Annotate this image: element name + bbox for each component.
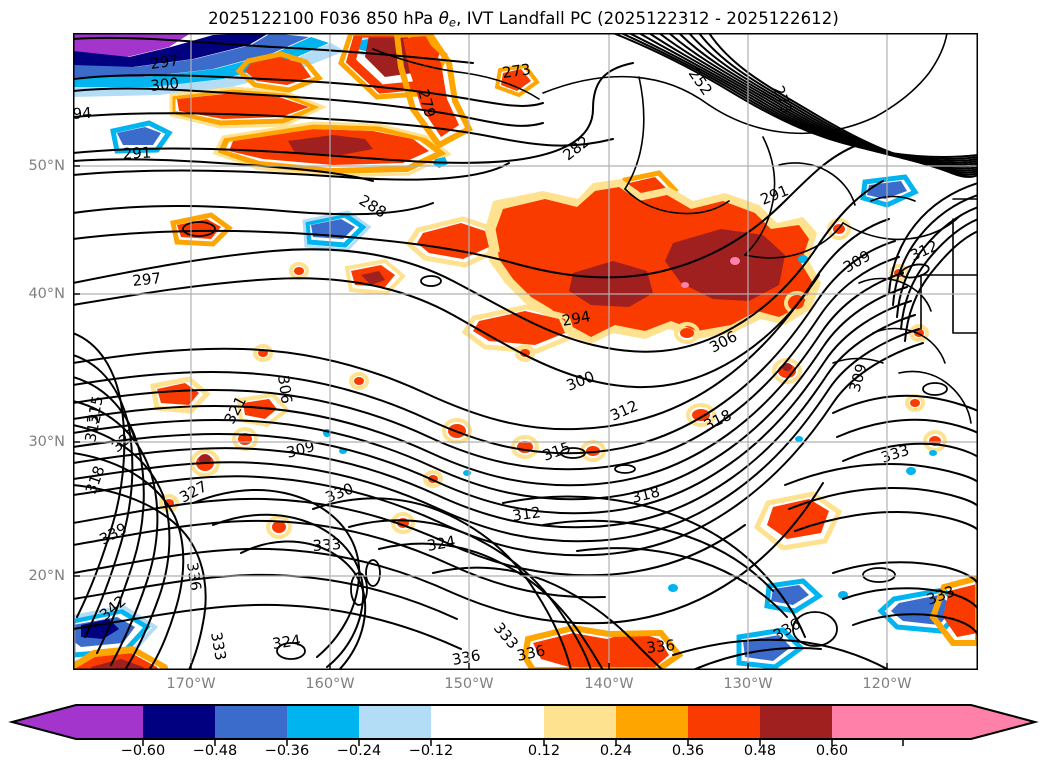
colorbar-seg-1 [143, 705, 215, 739]
colorbar-seg-4 [359, 705, 431, 739]
colorbar-seg-11 [903, 705, 971, 739]
xtick-label-170w: 170°W [166, 676, 216, 692]
svg-text:324: 324 [271, 631, 302, 653]
title-theta-symbol: θ [438, 9, 449, 28]
svg-text:312: 312 [81, 412, 105, 444]
xtick-label-120w: 120°W [862, 676, 912, 692]
colorbar-seg-7 [616, 705, 688, 739]
svg-text:333: 333 [312, 535, 342, 555]
svg-text:312: 312 [511, 503, 542, 525]
svg-text:294: 294 [561, 307, 592, 330]
xtick-label-130w: 130°W [723, 676, 773, 692]
title-theta-subscript: e [448, 15, 457, 30]
cbar-tick-label-0: −0.60 [120, 743, 166, 759]
svg-text:94: 94 [73, 104, 92, 123]
map-gridlines [73, 33, 978, 670]
xtick-label-150w: 150°W [444, 676, 494, 692]
svg-text:297: 297 [132, 269, 162, 290]
colorbar-seg-9 [760, 705, 832, 739]
colorbar-seg-5 [431, 705, 544, 739]
colorbar-seg-0 [76, 705, 143, 739]
title-part-suffix: , IVT Landfall PC (2025122312 - 20251226… [456, 9, 839, 28]
svg-text:324: 324 [426, 532, 457, 555]
xtick-label-160w: 160°W [305, 676, 355, 692]
svg-text:315: 315 [83, 394, 107, 426]
colorbar[interactable]: −0.60 −0.48 −0.36 −0.24 −0.12 0.12 0.24 … [0, 700, 1047, 767]
cbar-tick-label-4: −0.12 [408, 743, 454, 759]
map-frame-border [73, 33, 978, 670]
cbar-tick-label-2: −0.36 [264, 743, 310, 759]
colorbar-seg-2 [215, 705, 287, 739]
svg-text:336: 336 [646, 636, 676, 657]
cbar-tick-label-3: −0.24 [336, 743, 382, 759]
colorbar-seg-10 [832, 705, 903, 739]
svg-text:300: 300 [150, 74, 180, 95]
svg-text:273: 273 [501, 60, 532, 82]
svg-text:336: 336 [451, 646, 482, 669]
colorbar-seg-8 [688, 705, 760, 739]
theta-e-contour-layer [73, 33, 978, 670]
ytick-label-50n: 50°N [28, 158, 65, 174]
map-contour-and-shading: 297 300 94 291 288 273 279 282 252 273 2… [73, 33, 978, 670]
ytick-label-20n: 20°N [28, 568, 65, 584]
map-plot-area[interactable]: 297 300 94 291 288 273 279 282 252 273 2… [73, 33, 978, 670]
page-title: 2025122100 F036 850 hPa θe, IVT Landfall… [0, 9, 1047, 30]
ytick-label-30n: 30°N [28, 434, 65, 450]
colorbar-seg-6 [544, 705, 616, 739]
svg-text:336: 336 [515, 641, 547, 665]
cbar-tick-label-1: −0.48 [192, 743, 238, 759]
cbar-tick-label-6: 0.24 [599, 743, 633, 759]
svg-text:297: 297 [149, 51, 180, 73]
cbar-tick-label-5: 0.12 [527, 743, 561, 759]
svg-text:333: 333 [207, 631, 230, 662]
colorbar-swatches [8, 704, 1039, 746]
colorbar-ticks [142, 739, 904, 746]
svg-text:306: 306 [274, 374, 296, 405]
cbar-tick-label-7: 0.36 [671, 743, 705, 759]
svg-text:291: 291 [122, 144, 152, 163]
cbar-tick-label-9: 0.60 [815, 743, 849, 759]
xtick-label-140w: 140°W [584, 676, 634, 692]
colorbar-extend-min [12, 705, 76, 739]
colorbar-outline [8, 704, 1039, 740]
title-part-prefix: 2025122100 F036 850 hPa [208, 9, 439, 28]
colorbar-extend-max [971, 705, 1035, 739]
ytick-label-40n: 40°N [28, 286, 65, 302]
cbar-tick-label-8: 0.48 [743, 743, 777, 759]
colorbar-seg-3 [287, 705, 359, 739]
